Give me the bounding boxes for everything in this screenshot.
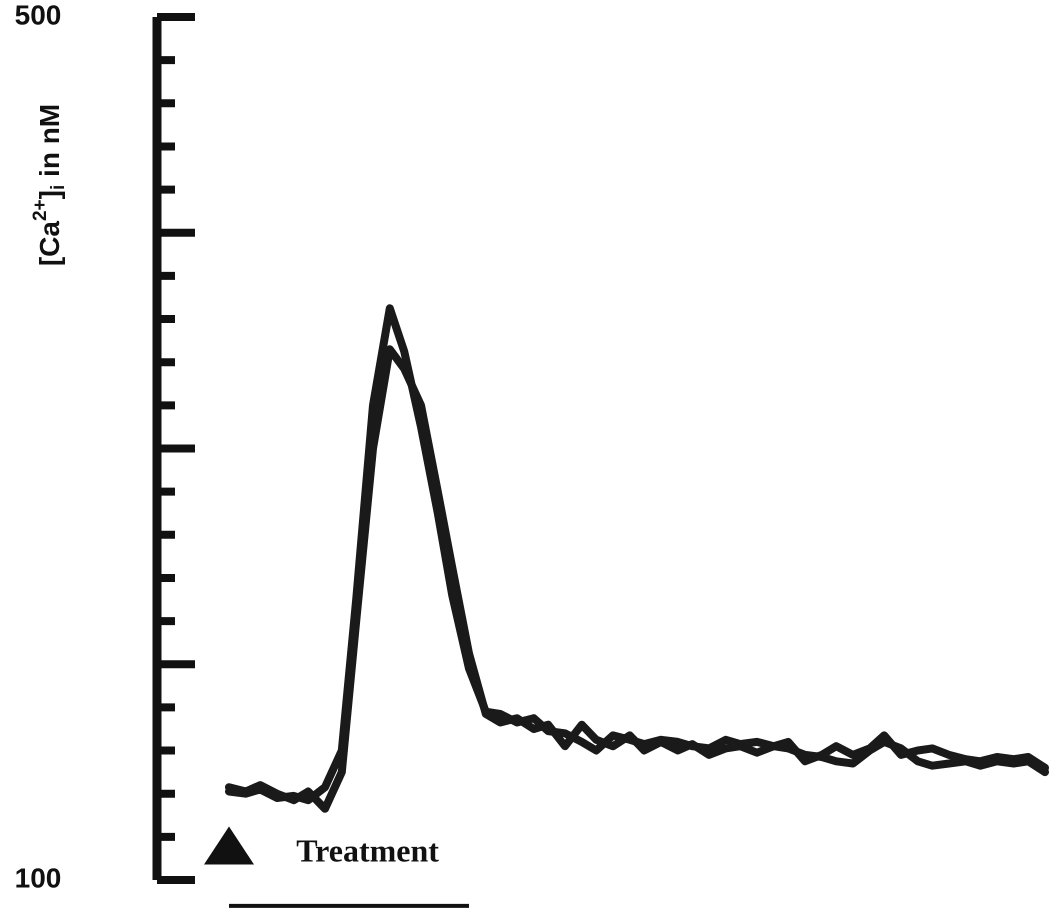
ylabel-superscript: 2+ <box>30 199 51 221</box>
y-tick-label: 500 <box>15 0 62 30</box>
time-scale-bar: 100SEC <box>229 903 469 912</box>
y-axis <box>152 13 195 884</box>
scale-bar-label: 100SEC <box>301 911 398 912</box>
trace-line-2 <box>225 345 1049 813</box>
svg-text:[Ca2+]i in nM: [Ca2+]i in nM <box>30 104 69 266</box>
trace-line-1 <box>225 304 1049 805</box>
ylabel-subscript: i <box>48 185 69 190</box>
annotations: Treatment <box>204 826 439 868</box>
data-series <box>225 304 1049 813</box>
ylabel-close-bracket: ] <box>34 190 65 199</box>
ylabel-prefix: [Ca <box>34 221 65 267</box>
y-axis-label: [Ca2+]i in nM <box>30 104 69 266</box>
y-tick-labels: 500 100 <box>15 0 62 893</box>
ylabel-tail: in nM <box>34 104 65 185</box>
treatment-label: Treatment <box>296 832 439 868</box>
y-tick-label: 100 <box>15 862 62 893</box>
treatment-marker-icon <box>204 826 254 865</box>
